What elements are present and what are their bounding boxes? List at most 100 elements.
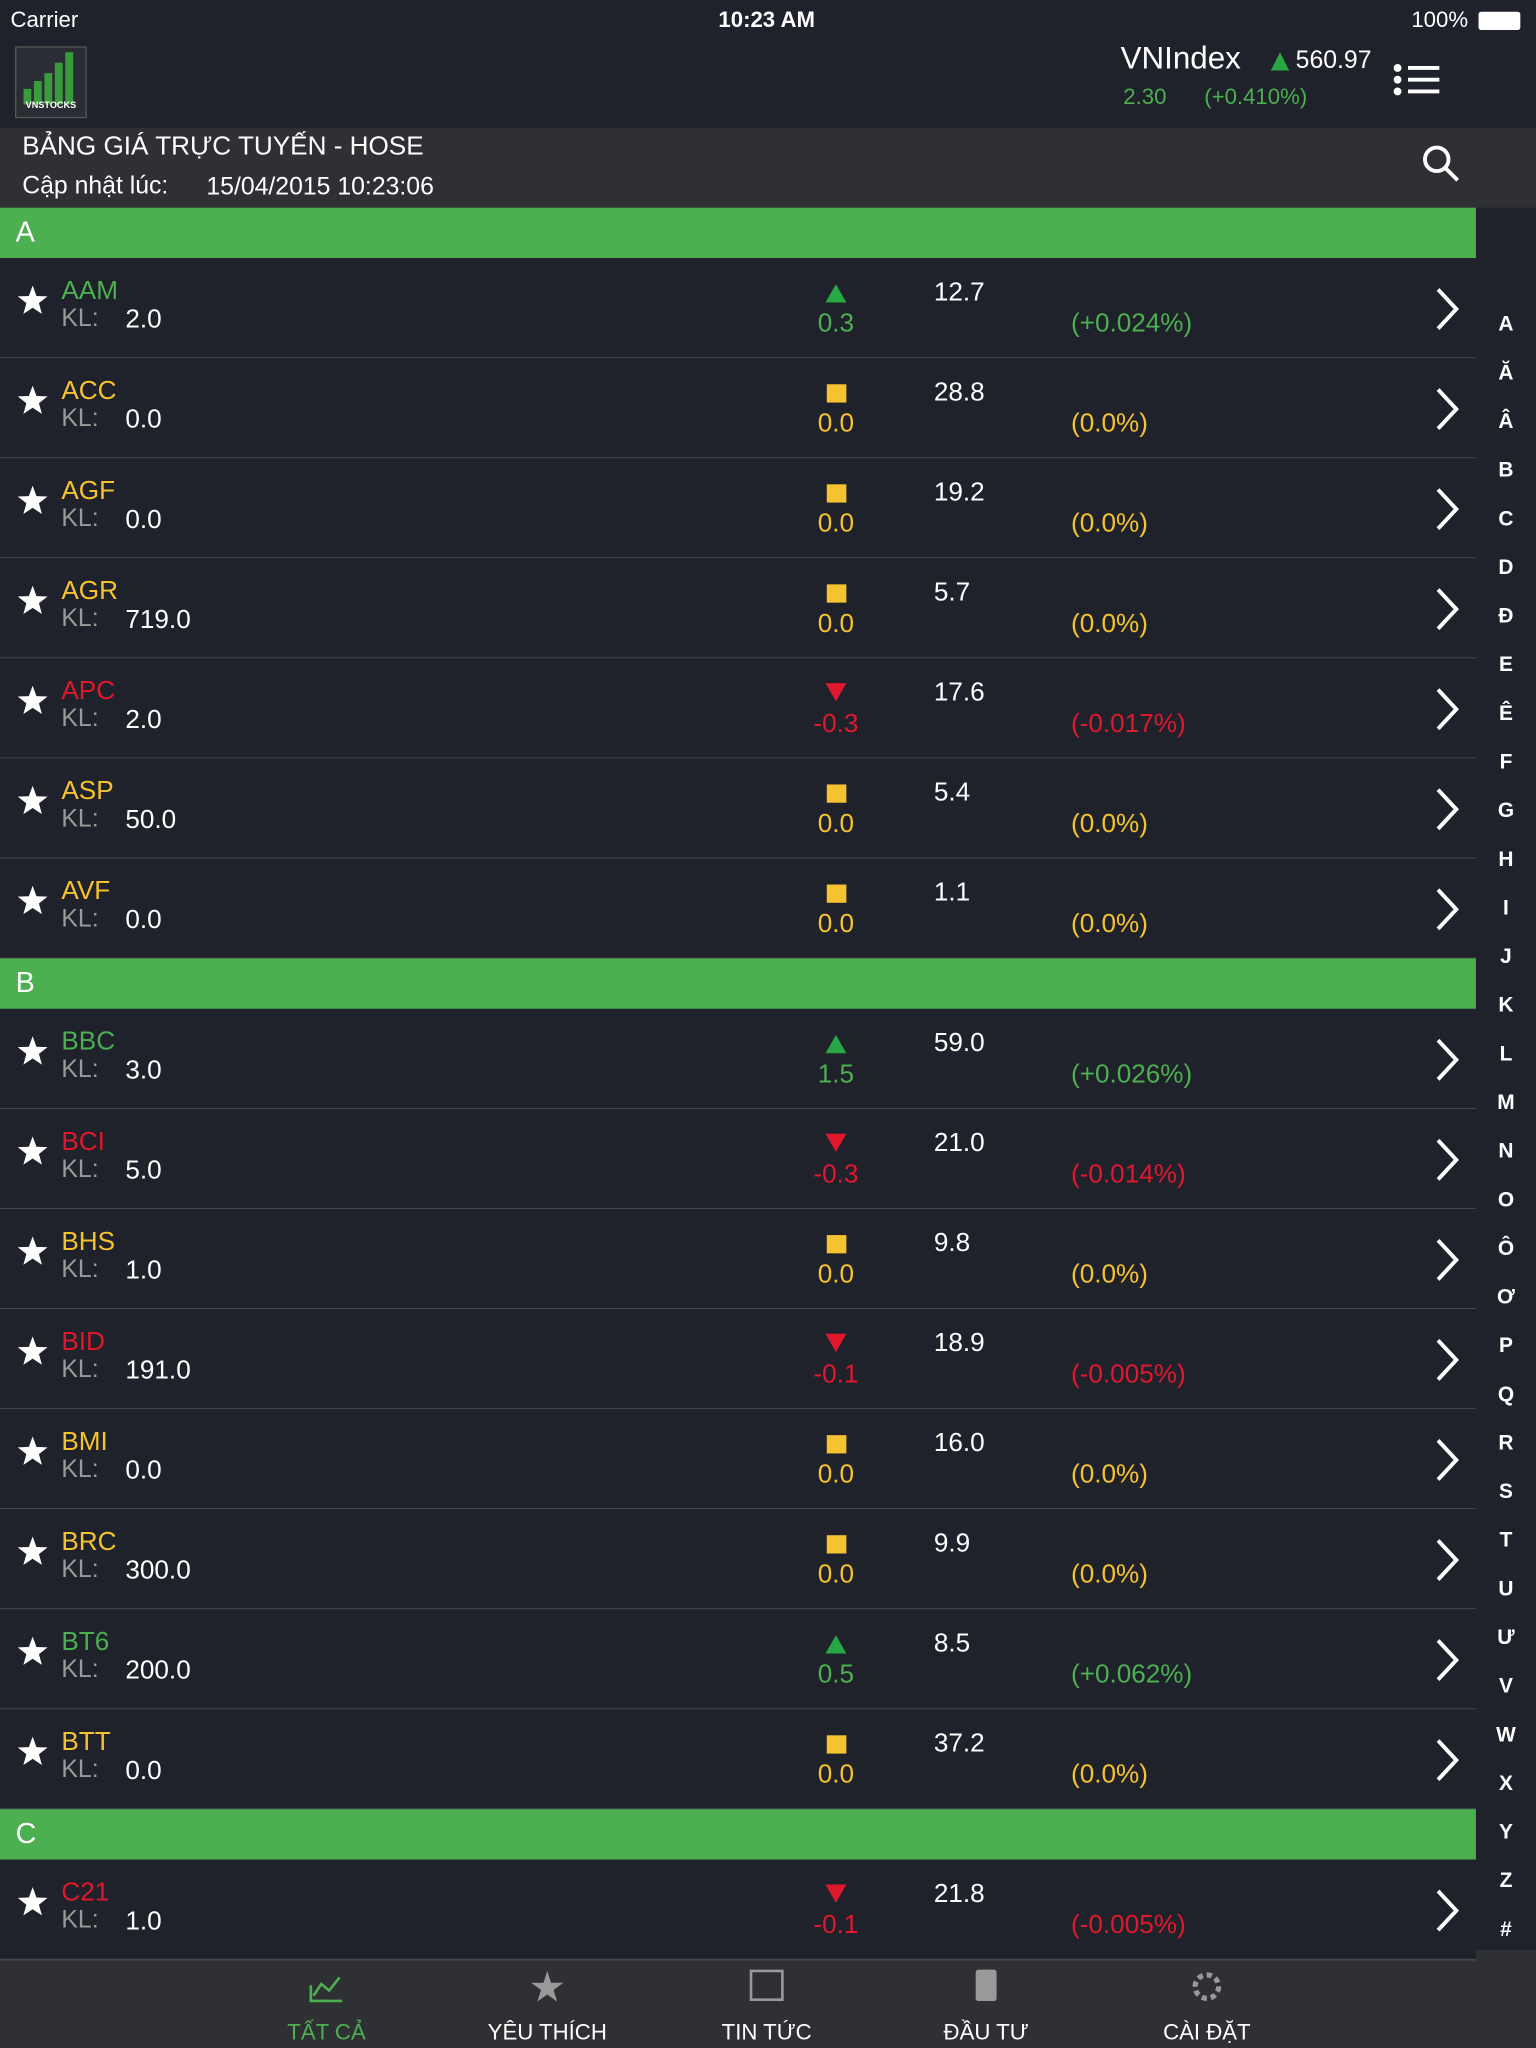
stock-row[interactable] <box>0 1108 1476 1209</box>
pct-change: (-0.005%) <box>1071 1909 1186 1939</box>
price: 16.0 <box>934 1427 985 1457</box>
index-letter: U <box>1498 1577 1513 1600</box>
stock-row[interactable] <box>0 1509 1476 1610</box>
trend-up <box>825 284 847 303</box>
logo: VNSTOCKS <box>26 100 77 110</box>
stock-row[interactable] <box>0 658 1476 759</box>
chevron[interactable] <box>1436 1038 1460 1081</box>
stock-row[interactable] <box>0 358 1476 459</box>
chevron[interactable] <box>1436 288 1460 330</box>
tab-label: ĐẦU TƯ <box>944 2019 1029 2044</box>
stock-symbol: BID <box>61 1326 105 1356</box>
pct-change: (0.0%) <box>1071 1559 1148 1589</box>
favorite-star[interactable] <box>17 1736 48 1765</box>
favorite-star[interactable] <box>17 1887 48 1916</box>
tab-button[interactable] <box>222 1953 431 2048</box>
favorite-star[interactable] <box>17 1436 48 1465</box>
volume: 5.0 <box>125 1154 161 1184</box>
chevron[interactable] <box>1436 388 1460 431</box>
favorite-star[interactable] <box>17 285 48 314</box>
section-header <box>0 1809 1476 1860</box>
price: 9.8 <box>934 1227 970 1257</box>
chevron[interactable] <box>1436 888 1460 931</box>
stock-row[interactable] <box>0 1409 1476 1510</box>
volume-label: KL: <box>61 705 98 732</box>
favorite-star[interactable] <box>17 485 48 514</box>
stock-row[interactable] <box>0 1609 1476 1710</box>
price: 21.8 <box>934 1878 985 1908</box>
stock-symbol: AAM <box>61 275 118 305</box>
stock-row[interactable] <box>0 258 1476 359</box>
chevron[interactable] <box>1436 1739 1460 1782</box>
index-letter: M <box>1497 1091 1514 1114</box>
stock-symbol: AVF <box>61 875 110 905</box>
stock-row[interactable] <box>0 858 1476 959</box>
tab-button[interactable] <box>443 1953 652 2048</box>
menu-icon[interactable] <box>1393 63 1440 96</box>
trend-down <box>825 683 847 702</box>
tab-button[interactable] <box>662 1953 871 2048</box>
volume-label: KL: <box>61 1256 98 1283</box>
favorite-star[interactable] <box>17 385 48 414</box>
favorite-star[interactable] <box>17 1236 48 1265</box>
stock-row[interactable] <box>0 1008 1476 1109</box>
chevron[interactable] <box>1436 1238 1460 1281</box>
volume-label: KL: <box>61 505 98 532</box>
stock-row[interactable] <box>0 758 1476 859</box>
trend-flat <box>826 1535 847 1554</box>
favorite-star[interactable] <box>17 1636 48 1665</box>
stock-row[interactable] <box>0 1709 1476 1810</box>
chevron[interactable] <box>1436 1889 1460 1932</box>
search-icon[interactable] <box>1423 145 1460 182</box>
favorite-star[interactable] <box>17 1536 48 1565</box>
favorite-star[interactable] <box>17 885 48 915</box>
change: -0.1 <box>813 1359 858 1389</box>
index-letter: P <box>1499 1334 1513 1357</box>
chevron[interactable] <box>1436 1439 1460 1481</box>
pct-change: (-0.014%) <box>1071 1158 1186 1188</box>
chevron[interactable] <box>1436 1539 1460 1581</box>
change: 0.0 <box>818 1559 854 1589</box>
index-letter: Q <box>1498 1383 1514 1406</box>
price: 28.8 <box>934 376 985 406</box>
volume-label: KL: <box>61 805 98 832</box>
index-letter: # <box>1500 1918 1512 1941</box>
tab-label: TIN TỨC <box>722 2019 812 2044</box>
chevron[interactable] <box>1436 1639 1460 1682</box>
volume: 719.0 <box>125 604 190 634</box>
section-header <box>0 207 1476 259</box>
stock-row[interactable] <box>0 1308 1476 1410</box>
chevron[interactable] <box>1436 488 1460 531</box>
chevron[interactable] <box>1436 1339 1460 1381</box>
favorite-star[interactable] <box>17 1336 48 1365</box>
stock-row[interactable] <box>0 458 1476 559</box>
section-letter: C <box>16 1818 37 1850</box>
chevron[interactable] <box>1436 688 1460 731</box>
volume: 1.0 <box>125 1255 161 1285</box>
change: 0.5 <box>818 1659 854 1689</box>
stock-row[interactable] <box>0 1859 1476 1960</box>
volume: 0.0 <box>125 404 161 434</box>
volume-label: KL: <box>61 605 98 632</box>
tab-button[interactable] <box>882 1953 1091 2048</box>
stock-symbol: BMI <box>61 1426 107 1456</box>
favorite-star[interactable] <box>17 785 48 815</box>
change: 0.0 <box>818 1459 854 1489</box>
tab-button[interactable] <box>1102 1953 1311 2048</box>
price: 5.7 <box>934 576 970 606</box>
chevron[interactable] <box>1436 788 1460 831</box>
stock-row[interactable] <box>0 1208 1476 1309</box>
favorite-star[interactable] <box>17 1036 48 1065</box>
stock-symbol: APC <box>61 675 115 705</box>
stock-symbol: AGR <box>61 575 118 605</box>
favorite-star[interactable] <box>17 585 48 615</box>
index-letter: Y <box>1499 1821 1513 1844</box>
chevron[interactable] <box>1436 1138 1460 1181</box>
favorite-star[interactable] <box>17 685 48 715</box>
chevron[interactable] <box>1436 588 1460 631</box>
trend-up <box>825 1635 847 1654</box>
favorite-star[interactable] <box>17 1136 48 1165</box>
volume-label: KL: <box>61 1556 98 1583</box>
pct-change: (+0.062%) <box>1071 1659 1192 1689</box>
stock-row[interactable] <box>0 558 1476 659</box>
